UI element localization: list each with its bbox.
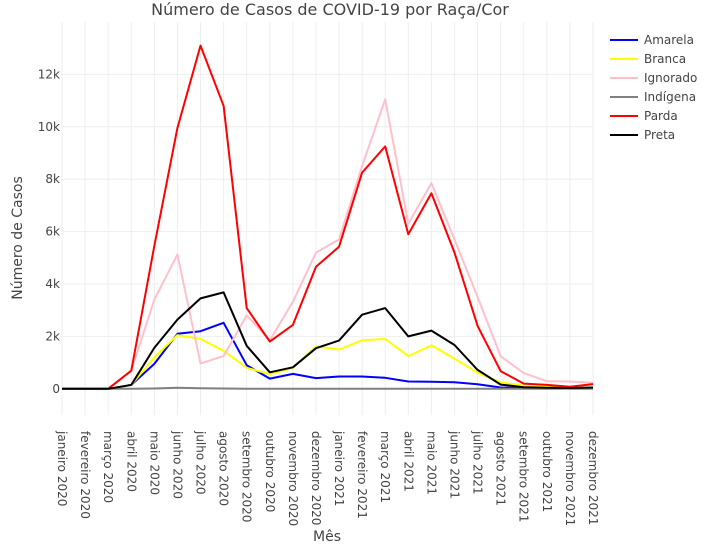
- y-axis-title: Número de Casos: [10, 176, 26, 300]
- series-line-amarela: [62, 321, 594, 390]
- legend-label: Parda: [644, 109, 678, 123]
- x-tick-label: março 2020: [101, 431, 115, 503]
- legend-label: Branca: [644, 52, 686, 66]
- series-lines: [62, 44, 594, 390]
- x-tick-label: junho 2020: [170, 430, 184, 499]
- y-tick-label: 8k: [45, 172, 60, 186]
- x-tick-label: maio 2021: [424, 431, 438, 495]
- y-tick-label: 6k: [45, 225, 60, 239]
- x-axis-title: Mês: [313, 529, 341, 545]
- x-tick-label: fevereiro 2020: [78, 431, 92, 519]
- x-tick-label: novembro 2020: [286, 431, 300, 526]
- x-tick-label: janeiro 2021: [332, 430, 346, 506]
- legend-label: Preta: [644, 128, 675, 142]
- chart-title: Número de Casos de COVID-19 por Raça/Cor: [151, 0, 509, 19]
- series-line-branca: [62, 334, 594, 390]
- x-tick-label: agosto 2021: [494, 431, 508, 506]
- x-tick-label: setembro 2021: [517, 431, 531, 522]
- legend-label: Indígena: [644, 90, 696, 104]
- series-line-indígena: [62, 386, 593, 390]
- series-line-ignorado: [62, 98, 594, 390]
- series-line-parda: [62, 44, 594, 390]
- grid: [61, 22, 594, 415]
- x-tick-label: outubro 2020: [263, 431, 277, 512]
- legend: Amarela Branca Ignorado Indígena Parda Preta: [610, 33, 697, 142]
- x-tick-label: setembro 2020: [240, 431, 254, 522]
- y-tick-labels: 0 2k 4k 6k 8k 10k 12k: [38, 67, 60, 395]
- x-tick-label: janeiro 2020: [55, 430, 69, 506]
- x-tick-label: fevereiro 2021: [355, 431, 369, 519]
- x-tick-label: julho 2021: [471, 430, 485, 495]
- y-tick-label: 10k: [38, 120, 60, 134]
- x-tick-label: outubro 2021: [540, 431, 554, 512]
- series-line-preta: [62, 291, 594, 390]
- x-tick-label: agosto 2020: [217, 431, 231, 506]
- x-tick-label: novembro 2021: [563, 431, 577, 526]
- x-tick-label: junho 2021: [447, 430, 461, 499]
- y-tick-label: 12k: [38, 67, 60, 81]
- legend-label: Amarela: [644, 33, 694, 47]
- y-tick-label: 0: [52, 382, 60, 396]
- x-tick-labels: janeiro 2020 fevereiro 2020 março 2020 abri…: [55, 430, 600, 526]
- x-tick-label: abril 2020: [124, 431, 138, 492]
- x-tick-label: abril 2021: [401, 431, 415, 492]
- x-tick-label: dezembro 2020: [309, 431, 323, 525]
- legend-label: Ignorado: [644, 71, 697, 85]
- x-tick-label: dezembro 2021: [586, 431, 600, 525]
- y-tick-label: 4k: [45, 277, 60, 291]
- y-tick-label: 2k: [45, 329, 60, 343]
- x-tick-label: maio 2020: [147, 431, 161, 495]
- x-tick-label: julho 2020: [194, 430, 208, 495]
- x-tick-label: março 2021: [378, 431, 392, 503]
